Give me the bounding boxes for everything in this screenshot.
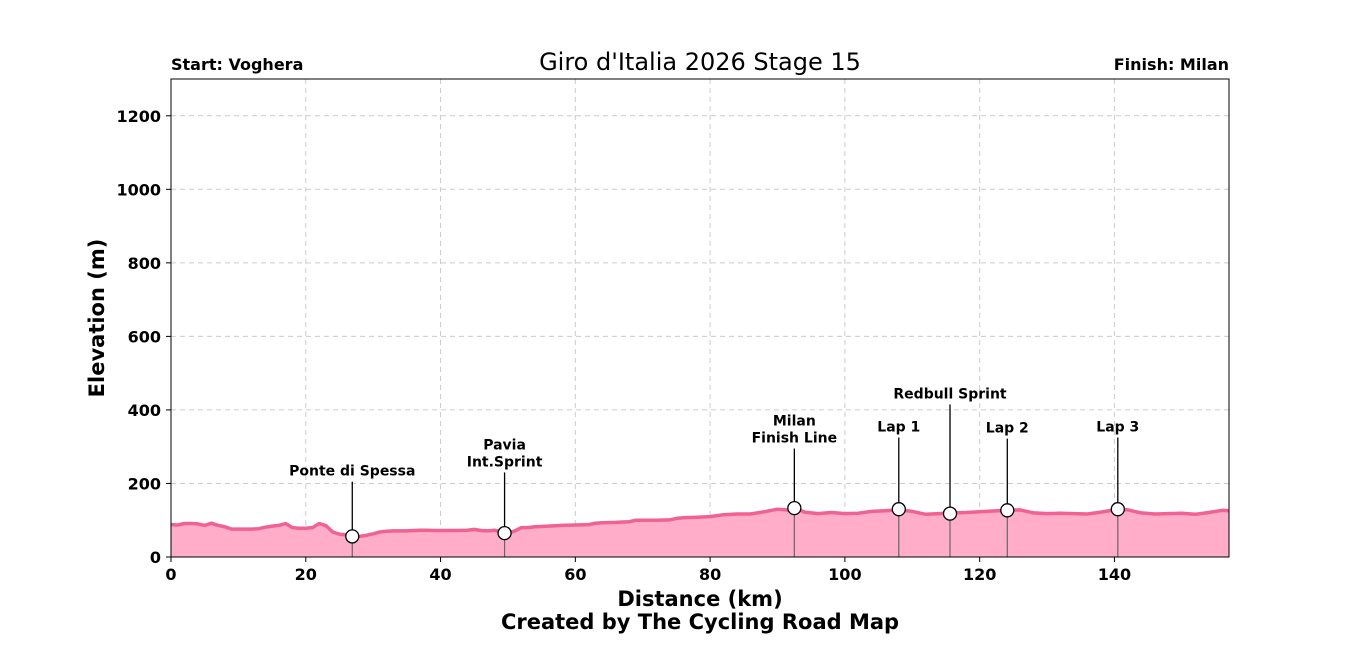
x-tick-label: 140 — [1098, 565, 1131, 584]
x-tick-label: 60 — [564, 565, 586, 584]
marker-point — [891, 502, 906, 517]
finish-label: Finish: Milan — [1114, 55, 1229, 74]
marker-label: Pavia — [483, 437, 526, 453]
y-tick-label: 200 — [128, 474, 161, 493]
x-axis-title: Distance (km) — [617, 587, 782, 611]
grid — [170, 79, 1229, 558]
marker-label: Lap 3 — [1096, 420, 1139, 436]
x-tick-label: 100 — [828, 565, 861, 584]
start-label: Start: Voghera — [171, 55, 303, 74]
elevation-area — [170, 507, 1230, 557]
y-tick-label: 0 — [150, 548, 161, 567]
marker-label: Lap 2 — [986, 421, 1029, 437]
y-tick-label: 1000 — [116, 180, 161, 199]
x-tick-label: 120 — [963, 565, 996, 584]
elevation-fill — [171, 509, 1229, 557]
x-tick-label: 40 — [429, 565, 451, 584]
marker-point — [345, 529, 360, 544]
marker-label: Ponte di Spessa — [289, 464, 415, 480]
marker-label: Milan — [773, 414, 816, 430]
marker-point — [1000, 503, 1015, 518]
marker-point — [497, 525, 512, 541]
marker-point — [942, 506, 958, 521]
x-tick-label: 80 — [699, 565, 721, 584]
x-tick-label: 20 — [295, 565, 317, 584]
marker-label: Lap 1 — [877, 420, 920, 436]
marker-label: Finish Line — [752, 431, 837, 447]
marker-label: Redbull Sprint — [893, 386, 1007, 402]
axis-ticks: 0 20 40 60 80 100 120 140 0 200 400 600 800 1000 1200 — [116, 107, 1131, 584]
marker-point — [1110, 502, 1125, 517]
y-tick-label: 800 — [128, 254, 161, 273]
y-tick-label: 1200 — [116, 107, 161, 126]
plot-frame — [170, 78, 1230, 558]
y-tick-label: 400 — [128, 401, 161, 420]
credit-text: Created by The Cycling Road Map — [501, 610, 899, 634]
marker-label: Int.Sprint — [467, 454, 543, 470]
marker-point — [787, 500, 802, 516]
x-tick-label: 0 — [165, 565, 176, 584]
chart-title: Giro d'Italia 2026 Stage 15 — [539, 48, 861, 76]
y-axis-title: Elevation (m) — [85, 239, 109, 398]
y-tick-label: 600 — [128, 327, 161, 346]
